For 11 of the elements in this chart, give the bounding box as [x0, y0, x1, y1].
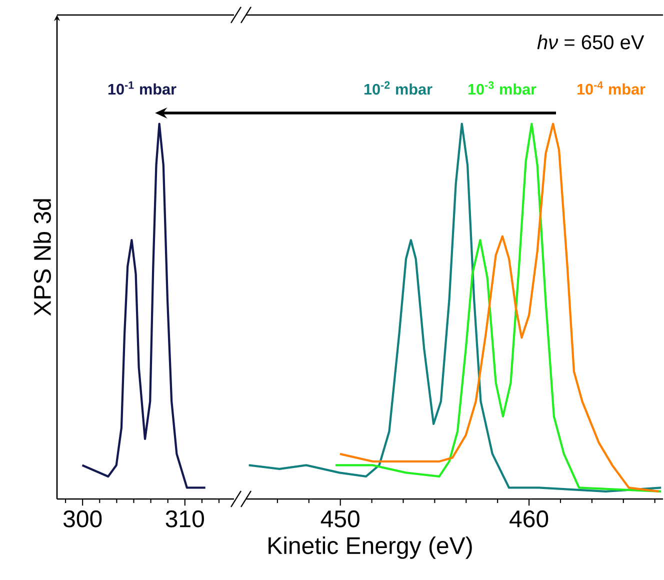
x-tick-label: 310 — [166, 510, 204, 528]
x-tick-label: 300 — [63, 510, 102, 528]
text: 10$^{-4}$ mbar — [577, 81, 646, 95]
text: 10$^{-2}$ mbar — [364, 81, 432, 95]
x-tick-label: 460 — [510, 510, 548, 528]
series-label: 10$^{-3}$ mbar — [468, 81, 536, 95]
x-axis-title: Kinetic Energy (eV) — [268, 536, 472, 559]
y-axis-title: XPS Nb 3d — [33, 199, 51, 316]
x-tick-label: 450 — [320, 510, 360, 528]
text: 10$^{-1}$ mbar — [108, 81, 176, 95]
text: hν = 650 eV — [537, 34, 644, 50]
